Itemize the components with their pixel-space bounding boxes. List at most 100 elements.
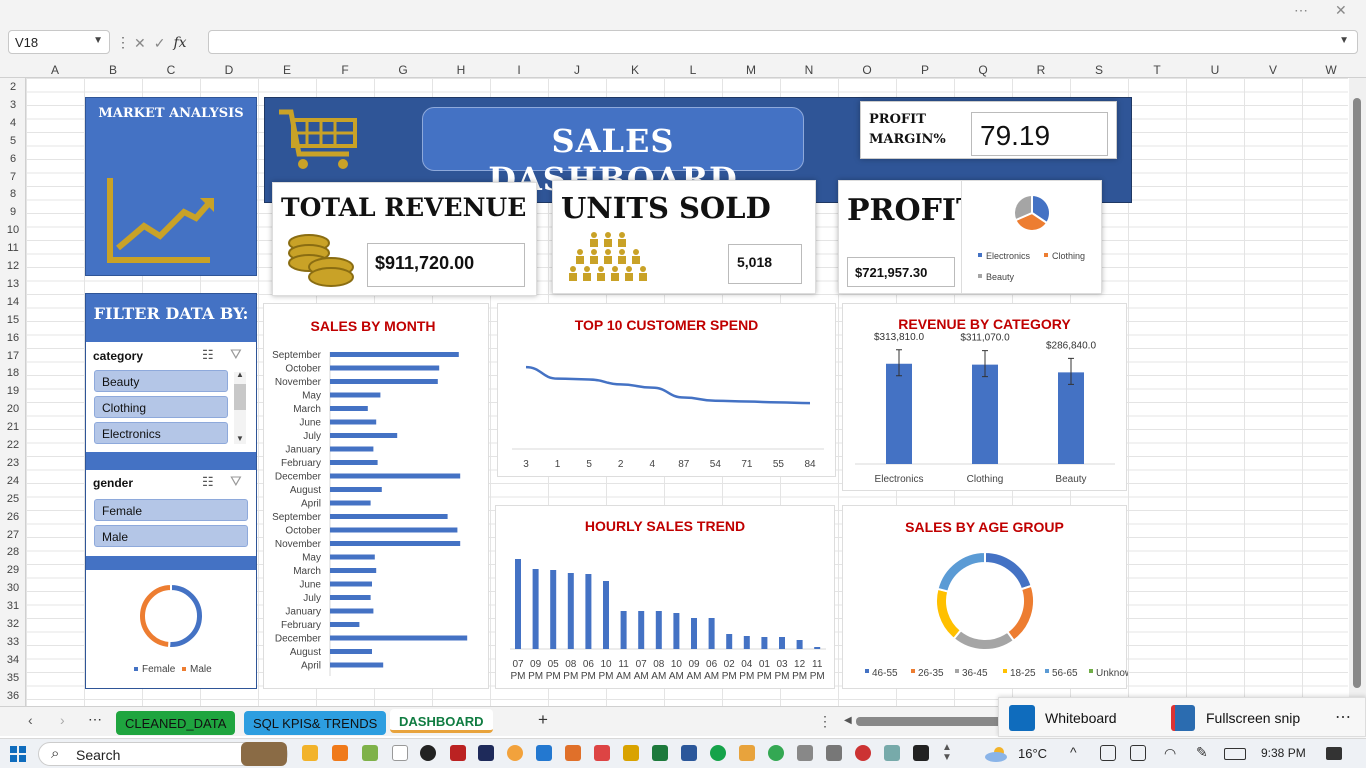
grammarly-icon[interactable] [710, 745, 726, 761]
column-header[interactable]: W [1325, 63, 1337, 77]
row-header[interactable]: 16 [6, 331, 20, 344]
formula-input[interactable]: ▼ [208, 30, 1358, 54]
row-header[interactable]: 31 [6, 600, 20, 613]
revenue-by-category-chart[interactable]: REVENUE BY CATEGORY $313,810.0 Electronic… [842, 303, 1127, 491]
slicer-item-female[interactable]: Female [94, 499, 248, 521]
name-box[interactable]: V18 ▼ [8, 30, 110, 54]
chevron-up-icon[interactable]: ▲ [236, 370, 244, 379]
column-header[interactable]: G [398, 63, 408, 77]
keyboard-icon[interactable] [1224, 748, 1246, 760]
row-header[interactable]: 21 [6, 421, 20, 434]
vscode-icon[interactable] [536, 745, 552, 761]
tray-icon[interactable] [1130, 745, 1146, 761]
age-group-chart[interactable]: SALES BY AGE GROUP 46-55 26-35 36-45 18-25 5… [842, 505, 1128, 689]
gender-donut-chart[interactable]: Female Male [86, 570, 256, 688]
more-options-icon[interactable]: ⋯ [1335, 709, 1351, 726]
tray-icon[interactable] [1100, 745, 1116, 761]
file-explorer-icon[interactable] [302, 745, 318, 761]
column-header[interactable]: P [920, 63, 929, 77]
weather-cloud-icon[interactable] [984, 745, 1010, 763]
row-header[interactable]: 10 [6, 224, 20, 237]
column-header[interactable]: F [341, 63, 349, 77]
slicer-item-beauty[interactable]: Beauty [94, 370, 228, 392]
column-header[interactable]: L [689, 63, 697, 77]
row-header[interactable]: 7 [9, 170, 17, 183]
row-header[interactable]: 36 [6, 689, 20, 702]
slicer-item-clothing[interactable]: Clothing [94, 396, 228, 418]
column-header[interactable]: I [517, 63, 521, 77]
row-header[interactable]: 12 [6, 260, 20, 272]
column-header[interactable]: N [804, 63, 814, 77]
sales-by-month-chart[interactable]: SALES BY MONTH September October November M… [263, 303, 489, 689]
row-header[interactable]: 34 [6, 653, 20, 666]
vertical-dots-icon[interactable]: ⋮ [116, 34, 130, 50]
row-header[interactable]: 13 [6, 277, 20, 290]
category-slicer[interactable]: category ☷ ⛛ Beauty Clothing Electronics… [86, 342, 256, 452]
more-options-icon[interactable]: ⋯ [1294, 2, 1308, 18]
fullscreen-snip-label[interactable]: Fullscreen snip [1206, 710, 1301, 726]
taskbar-search[interactable]: ⌕ Search [38, 742, 288, 766]
function-icon[interactable]: fx [173, 35, 187, 51]
tab-cleaned-data[interactable]: CLEANED_DATA [116, 711, 236, 735]
photoshop-icon[interactable] [478, 745, 494, 761]
column-header[interactable]: Q [978, 63, 988, 77]
app-icon[interactable] [594, 745, 610, 761]
blank-file-icon[interactable] [392, 745, 408, 761]
horizontal-scrollbar[interactable] [856, 717, 1004, 726]
app-icon[interactable] [450, 745, 466, 761]
row-header[interactable]: 35 [6, 671, 20, 684]
top10-customer-chart[interactable]: TOP 10 CUSTOMER SPEND 3 1 5 2 4 87 54 71 55 84 [497, 303, 836, 477]
profit-pie-chart[interactable]: Electronics Clothing Beauty [961, 181, 1101, 293]
vertical-scrollbar[interactable] [1349, 78, 1366, 706]
row-header[interactable]: 30 [6, 582, 20, 595]
row-header[interactable]: 22 [6, 439, 20, 451]
scroll-left-icon[interactable]: ◀ [844, 715, 852, 726]
row-header[interactable]: 32 [6, 618, 20, 630]
pen-icon[interactable]: ✎ [1196, 744, 1208, 760]
column-header[interactable]: A [50, 63, 59, 77]
add-sheet-icon[interactable]: + [538, 710, 548, 729]
chevron-down-icon[interactable]: ▼ [1339, 35, 1349, 46]
vlc-icon[interactable] [332, 745, 348, 761]
calculator-icon[interactable] [826, 745, 842, 761]
slicer-item-electronics[interactable]: Electronics [94, 422, 228, 444]
chevron-up-down-icon[interactable]: ▲ ▼ [942, 742, 952, 763]
row-header[interactable]: 27 [6, 528, 20, 541]
settings-icon[interactable] [884, 745, 900, 761]
row-header[interactable]: 3 [9, 98, 17, 111]
column-header[interactable]: R [1036, 63, 1046, 77]
notification-icon[interactable] [1326, 747, 1342, 760]
check-icon[interactable]: ✓ [153, 34, 166, 51]
column-header[interactable]: C [166, 63, 176, 77]
row-header[interactable]: 19 [6, 385, 20, 398]
row-header[interactable]: 6 [9, 152, 17, 165]
notepad-icon[interactable] [362, 745, 378, 761]
clear-filter-icon[interactable]: ⛛ [230, 346, 242, 362]
app-icon[interactable] [565, 745, 581, 761]
column-header[interactable]: J [574, 63, 580, 77]
row-header[interactable]: 33 [6, 635, 20, 648]
row-header[interactable]: 17 [6, 349, 20, 362]
column-header[interactable]: V [1268, 63, 1277, 77]
row-header[interactable]: 18 [6, 367, 20, 380]
snip-icon[interactable] [1171, 705, 1195, 731]
column-header[interactable]: U [1210, 63, 1220, 77]
tab-dashboard[interactable]: DASHBOARD [390, 709, 493, 733]
tab-sql-kpis[interactable]: SQL KPIS& TRENDS [244, 711, 387, 735]
row-header[interactable]: 9 [9, 206, 17, 219]
row-header[interactable]: 20 [6, 403, 20, 416]
word-icon[interactable] [681, 745, 697, 761]
media-player-icon[interactable] [420, 745, 436, 761]
scrollbar-thumb[interactable] [1353, 98, 1361, 688]
clear-filter-icon[interactable]: ⛛ [230, 473, 242, 489]
terminal-icon[interactable] [913, 745, 929, 761]
windows-start-icon[interactable] [10, 746, 26, 762]
column-header[interactable]: B [108, 63, 117, 77]
row-header[interactable]: 28 [6, 546, 20, 559]
row-header[interactable]: 25 [6, 492, 20, 505]
chevron-up-icon[interactable]: ^ [1070, 744, 1077, 760]
row-header[interactable]: 14 [6, 295, 20, 308]
row-header[interactable]: 26 [6, 510, 20, 523]
close-icon[interactable]: ✕ [1335, 2, 1347, 18]
column-header[interactable]: O [862, 63, 872, 77]
